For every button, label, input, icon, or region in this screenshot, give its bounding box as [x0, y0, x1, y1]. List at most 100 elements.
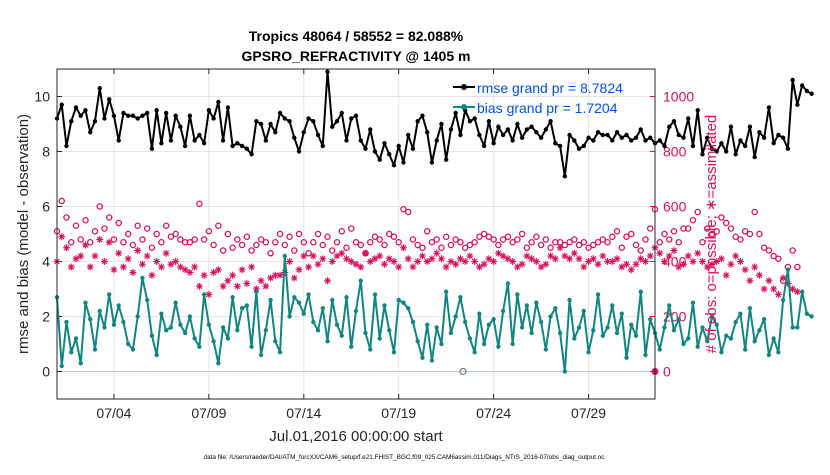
rmse-series-point: [244, 146, 250, 151]
bias-series-point: [268, 297, 273, 303]
obs-possible-point: [338, 227, 346, 235]
obs-assimilated-point: [784, 280, 792, 287]
obs-assimilated-point: [433, 249, 441, 257]
bias-series-point: [529, 330, 534, 336]
obs-possible-point: [215, 222, 222, 229]
obs-assimilated-point: [675, 263, 683, 271]
rmse-series-point: [301, 130, 306, 135]
obs-assimilated-point: [684, 252, 692, 260]
bias-series-point: [353, 308, 359, 314]
obs-assimilated-point: [623, 260, 631, 268]
obs-possible-point: [471, 238, 478, 246]
obs-possible-point: [537, 241, 545, 249]
bias-series-point: [519, 325, 525, 330]
rmse-series-point: [614, 130, 620, 135]
bias-series-point: [605, 325, 610, 330]
bias-series-point: [292, 295, 297, 300]
bias-series-point: [320, 306, 325, 311]
rmse-series-point: [529, 124, 534, 129]
obs-assimilated-point: [77, 252, 85, 260]
bias-series-point: [135, 314, 140, 319]
obs-assimilated-point: [599, 252, 607, 260]
obs-assimilated-point: [703, 263, 711, 271]
bias-series-point: [757, 328, 762, 333]
rmse-series-point: [638, 127, 643, 132]
obs-possible-point: [134, 222, 141, 229]
bias-series-point: [282, 253, 288, 259]
obs-assimilated-point: [428, 255, 436, 263]
obs-possible-point: [665, 236, 673, 243]
obs-assimilated-point: [148, 271, 156, 279]
bias-series-point: [168, 325, 174, 330]
obs-assimilated-point: [518, 260, 526, 268]
bias-series-point: [761, 317, 767, 322]
obs-possible-point: [466, 241, 474, 249]
obs-possible-point: [542, 236, 550, 243]
rmse-series-point: [472, 116, 477, 121]
obs-possible-point: [727, 225, 735, 232]
obs-assimilated-point: [290, 274, 298, 282]
rmse-series-point: [273, 130, 278, 135]
obs-assimilated-point: [328, 258, 336, 265]
rmse-series-point: [676, 132, 681, 138]
x-tick-label: 07/29: [571, 405, 606, 421]
rmse-series-point: [733, 152, 738, 157]
obs-possible-point: [480, 230, 488, 238]
obs-possible-point: [96, 203, 103, 210]
obs-assimilated-point: [637, 255, 645, 263]
obs-possible-point: [737, 236, 744, 243]
bias-series-point: [534, 300, 539, 305]
rmse-series-point: [657, 138, 662, 143]
bias-series-point: [705, 339, 710, 344]
bias-series-point: [244, 303, 250, 308]
obs-possible-point: [324, 233, 331, 240]
obs-assimilated-point: [646, 252, 654, 260]
rmse-series-point: [315, 132, 321, 138]
rmse-series-point: [396, 143, 401, 149]
rmse-series-point: [111, 113, 117, 118]
obs-assimilated-point: [570, 249, 578, 257]
y-tick-label-right: 1000: [663, 89, 694, 105]
obs-assimilated-point: [224, 277, 232, 285]
obs-assimilated-point: [499, 252, 507, 260]
obs-assimilated-point: [509, 258, 517, 265]
obs-possible-point: [746, 230, 754, 238]
rmse-series-point: [401, 160, 406, 165]
bias-series-point: [334, 322, 340, 327]
obs-assimilated-point: [708, 260, 716, 268]
rmse-series-point: [330, 124, 335, 129]
bias-series-point: [344, 295, 349, 300]
obs-assimilated-point: [385, 255, 393, 263]
rmse-series-point: [534, 130, 539, 135]
obs-possible-point: [789, 247, 796, 254]
rmse-series-point: [406, 132, 411, 138]
bias-series-point: [287, 314, 292, 319]
bias-series-point: [719, 350, 724, 355]
rmse-series-point: [173, 113, 178, 118]
y-tick-label-left: 4: [42, 254, 50, 270]
obs-assimilated-point: [770, 285, 778, 293]
obs-possible-point: [91, 227, 99, 235]
rmse-series-point: [353, 113, 359, 118]
bias-series-point: [676, 317, 681, 322]
bias-series-point: [543, 347, 549, 352]
obs-assimilated-point: [755, 271, 763, 279]
bias-series-point: [747, 306, 753, 311]
bias-series-point: [662, 325, 667, 330]
y-tick-label-left: 2: [42, 309, 50, 325]
bias-series-point: [258, 352, 264, 358]
obs-assimilated-point: [134, 247, 142, 254]
obs-assimilated-point: [471, 258, 479, 265]
rmse-series-point: [287, 119, 292, 124]
rmse-series-point: [334, 119, 340, 124]
bias-series-point: [510, 341, 515, 347]
obs-possible-point: [533, 233, 540, 240]
obs-assimilated-point: [713, 258, 721, 265]
obs-possible-point: [82, 216, 89, 224]
bias-series-point: [572, 336, 577, 341]
rmse-series-point: [723, 149, 729, 154]
obs-assimilated-point: [423, 258, 431, 265]
obs-assimilated-point: [115, 249, 123, 257]
obs-assimilated-point: [62, 244, 70, 252]
